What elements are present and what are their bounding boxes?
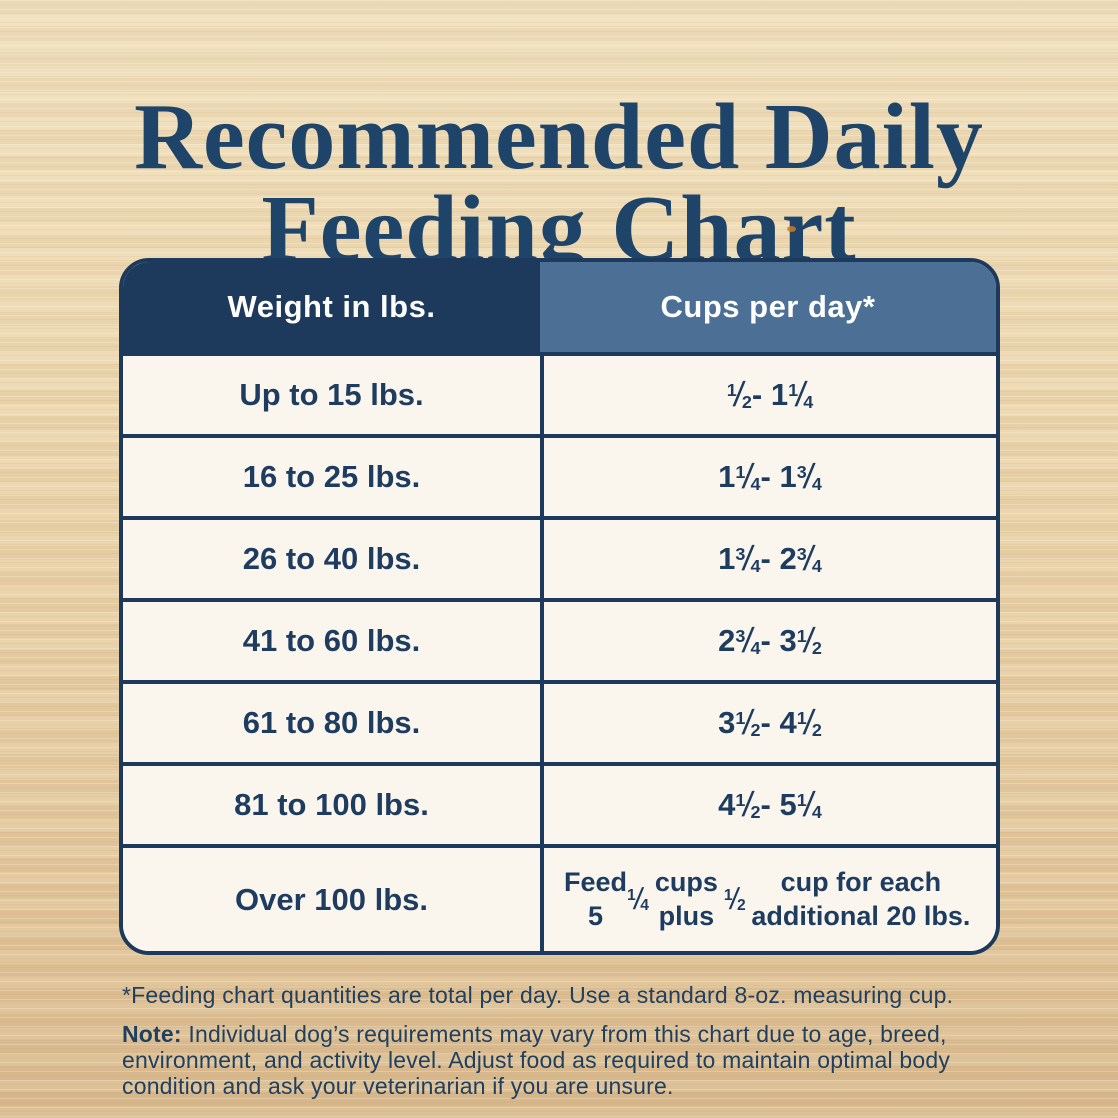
table-row: 41 to 60 lbs. 2 3/4 - 3 1/2	[123, 598, 996, 680]
weight-cell: 41 to 60 lbs.	[242, 623, 421, 658]
fraction: 3/4	[796, 457, 822, 496]
note-paragraph: Note: Individual dog’s requirements may …	[122, 1021, 1007, 1099]
weight-cell: Up to 15 lbs.	[239, 377, 424, 412]
weight-cell: Over 100 lbs.	[234, 881, 428, 917]
weight-cell: 81 to 100 lbs.	[234, 787, 429, 822]
header-weight: Weight in lbs.	[123, 262, 540, 352]
note-label: Note:	[122, 1021, 182, 1047]
fraction: 1/4	[627, 882, 649, 916]
feeding-table: Weight in lbs. Cups per day* Up to 15 lb…	[119, 258, 1000, 955]
table-header-row: Weight in lbs. Cups per day*	[123, 262, 996, 352]
cups-cell: 1/2 - 1 1/4	[540, 356, 996, 434]
title-line-1: Recommended Daily	[134, 84, 984, 189]
table-row: 81 to 100 lbs. 4 1/2 - 5 1/4	[123, 762, 996, 844]
fraction: 1/2	[726, 375, 752, 414]
fraction: 1/2	[735, 785, 761, 824]
weight-cell: 16 to 25 lbs.	[242, 459, 421, 494]
asterisk-footnote: *Feeding chart quantities are total per …	[122, 982, 954, 1008]
weight-cell: 61 to 80 lbs.	[242, 705, 421, 740]
fraction: 3/4	[735, 539, 761, 578]
wood-knot-speck	[787, 226, 796, 232]
footnotes: *Feeding chart quantities are total per …	[122, 982, 1007, 1099]
note-body: Individual dog’s requirements may vary f…	[122, 1021, 951, 1099]
fraction: 1/4	[735, 457, 761, 496]
cups-cell: 1 1/4 - 1 3/4	[540, 438, 996, 516]
fraction: 1/2	[723, 882, 746, 916]
table-row: Up to 15 lbs. 1/2 - 1 1/4	[123, 352, 996, 434]
table-row: Over 100 lbs. Feed 5 1/4 cups plus 1/2 c…	[123, 844, 996, 951]
page-title: Recommended Daily Feeding Chart	[0, 90, 1118, 276]
cups-cell: 1 3/4 - 2 3/4	[540, 520, 996, 598]
fraction: 1/4	[788, 375, 814, 414]
fraction: 3/4	[735, 621, 761, 660]
weight-cell: 26 to 40 lbs.	[242, 541, 421, 576]
cups-cell: 4 1/2 - 5 1/4	[540, 766, 996, 844]
table-row: 26 to 40 lbs. 1 3/4 - 2 3/4	[123, 516, 996, 598]
fraction: 3/4	[796, 539, 822, 578]
table-row: 16 to 25 lbs. 1 1/4 - 1 3/4	[123, 434, 996, 516]
cups-cell: Feed 5 1/4 cups plus 1/2 cup for each ad…	[540, 848, 996, 951]
fraction: 1/2	[796, 703, 822, 742]
table-row: 61 to 80 lbs. 3 1/2 - 4 1/2	[123, 680, 996, 762]
fraction: 1/2	[796, 621, 822, 660]
fraction: 1/4	[796, 785, 822, 824]
fraction: 1/2	[735, 703, 761, 742]
cups-cell: 2 3/4 - 3 1/2	[540, 602, 996, 680]
cups-cell: 3 1/2 - 4 1/2	[540, 684, 996, 762]
header-cups: Cups per day*	[540, 262, 996, 352]
